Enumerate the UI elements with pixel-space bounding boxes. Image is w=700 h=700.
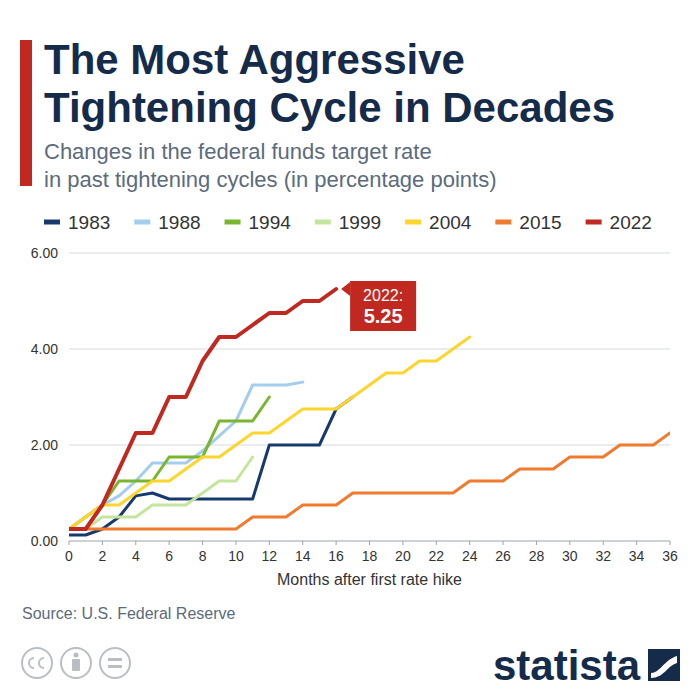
x-tick (536, 541, 537, 545)
x-tick-label: 0 (65, 548, 73, 564)
legend-label: 1999 (339, 212, 381, 233)
x-tick-label: 18 (362, 548, 378, 564)
x-tick (369, 541, 370, 545)
x-tick-label: 36 (662, 548, 678, 564)
x-tick (436, 541, 437, 545)
annotation-value: 5.25 (364, 305, 403, 327)
x-tick (670, 541, 671, 545)
x-tick (469, 541, 470, 545)
y-axis: 0.00 2.00 4.00 6.00 (31, 245, 670, 549)
legend-label: 1983 (68, 212, 110, 233)
license-icon (22, 648, 52, 678)
annotation-box (350, 281, 416, 331)
series-line (69, 457, 253, 529)
title-line: The Most Aggressive (44, 36, 465, 83)
license-glyph (29, 658, 34, 668)
license-icon (100, 648, 130, 678)
source: Source: U.S. Federal Reserve (22, 605, 236, 622)
x-tick-label: 14 (295, 548, 311, 564)
y-tick-label: 2.00 (31, 437, 58, 453)
legend-label: 2015 (519, 212, 561, 233)
x-tick-label: 4 (132, 548, 140, 564)
chart-canvas: The Most AggressiveTightening Cycle in D… (0, 0, 700, 700)
series-line (69, 397, 353, 535)
legend-label: 2004 (429, 212, 472, 233)
y-tick-label: 4.00 (31, 341, 58, 357)
series-line (69, 433, 670, 529)
license-icons (22, 648, 130, 678)
x-tick-label: 8 (199, 548, 207, 564)
x-tick-label: 10 (228, 548, 244, 564)
x-tick-label: 30 (562, 548, 578, 564)
x-tick-label: 16 (328, 548, 344, 564)
accent-bar (20, 40, 32, 186)
title: The Most AggressiveTightening Cycle in D… (44, 36, 615, 131)
x-tick (135, 541, 136, 545)
x-tick (102, 541, 103, 545)
x-tick (503, 541, 504, 545)
title-line: Tightening Cycle in Decades (44, 84, 615, 131)
y-tick-label: 0.00 (31, 533, 58, 549)
x-tick-label: 26 (495, 548, 511, 564)
license-glyph (74, 653, 79, 658)
license-glyph (39, 658, 44, 668)
legend-label: 1988 (158, 212, 200, 233)
x-tick-label: 34 (629, 548, 645, 564)
series-line (69, 382, 303, 529)
x-tick-label: 24 (462, 548, 478, 564)
series-group (69, 289, 670, 535)
x-tick-label: 6 (165, 548, 173, 564)
x-tick (235, 541, 236, 545)
legend-swatch (134, 220, 150, 225)
license-glyph (108, 665, 122, 668)
x-tick (302, 541, 303, 545)
annotation-pointer (341, 282, 350, 296)
x-tick (336, 541, 337, 545)
x-tick-label: 28 (529, 548, 545, 564)
annotation: 2022:5.25 (341, 281, 416, 331)
legend-swatch (586, 220, 602, 225)
x-tick-label: 32 (595, 548, 611, 564)
legend-label: 1994 (249, 212, 292, 233)
series-line (69, 337, 470, 529)
annotation-label: 2022: (363, 287, 403, 304)
x-tick-label: 20 (395, 548, 411, 564)
brand-logo: statista (493, 642, 641, 689)
grid-line (69, 253, 670, 254)
series-line (69, 289, 336, 529)
subtitle-line: in past tightening cycles (in percentage… (44, 167, 496, 192)
subtitle-line: Changes in the federal funds target rate (44, 139, 432, 164)
x-tick-label: 22 (428, 548, 444, 564)
license-glyph (108, 658, 122, 661)
x-tick (69, 541, 70, 545)
legend-swatch (495, 220, 511, 225)
x-tick (269, 541, 270, 545)
grid-line (69, 349, 670, 350)
brand-icon-box (648, 649, 680, 681)
x-tick (169, 541, 170, 545)
x-tick (636, 541, 637, 545)
legend-label: 2022 (610, 212, 652, 233)
legend-swatch (405, 220, 421, 225)
x-axis: 024681012141618202224262830323436 (65, 541, 678, 564)
x-tick (202, 541, 203, 545)
brand-icon-wave (651, 656, 677, 678)
y-tick-label: 6.00 (31, 245, 58, 261)
license-icon (61, 648, 91, 678)
brand-icon (648, 649, 680, 681)
x-axis-title: Months after first rate hike (277, 571, 462, 588)
legend-swatch (225, 220, 241, 225)
legend: 1983 1988 1994 1999 2004 2015 2022 (44, 212, 652, 233)
legend-swatch (315, 220, 331, 225)
x-tick-label: 12 (262, 548, 278, 564)
legend-swatch (44, 220, 60, 225)
x-tick (402, 541, 403, 545)
license-glyph (72, 659, 80, 671)
subtitle: Changes in the federal funds target rate… (44, 139, 496, 192)
x-tick (569, 541, 570, 545)
x-tick-label: 2 (98, 548, 106, 564)
grid-line (69, 445, 670, 446)
x-tick (603, 541, 604, 545)
